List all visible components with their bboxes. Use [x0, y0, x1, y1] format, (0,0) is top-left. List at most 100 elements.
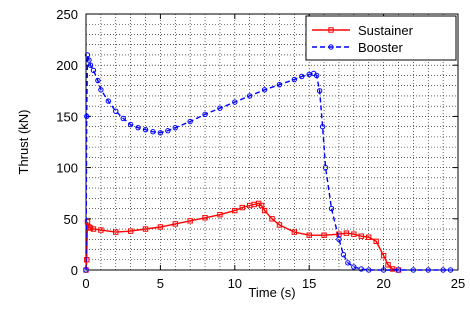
y-tick-label: 150: [56, 109, 78, 124]
data-point-booster: [322, 164, 329, 171]
data-point-booster: [447, 267, 454, 273]
data-point-booster: [202, 111, 208, 118]
legend: Sustainer Booster: [305, 15, 457, 61]
data-point-booster: [395, 267, 402, 273]
data-point-booster: [187, 118, 193, 125]
data-point-booster: [217, 105, 223, 111]
data-point-booster: [319, 123, 326, 130]
data-point-booster: [142, 127, 149, 133]
plot-area-frame: [85, 13, 459, 271]
data-point-sustainer: [373, 238, 379, 245]
data-point-booster: [380, 267, 387, 273]
data-point-booster: [261, 87, 268, 93]
y-tick-label: 0: [71, 263, 78, 278]
data-point-booster: [86, 57, 92, 63]
legend-label-booster: Booster: [358, 40, 403, 55]
data-point-sustainer: [258, 202, 265, 209]
legend-label-sustainer: Sustainer: [358, 23, 414, 38]
data-point-sustainer: [269, 216, 275, 222]
data-point-sustainer: [306, 232, 312, 238]
data-point-sustainer: [389, 266, 396, 272]
data-point-sustainer: [232, 207, 238, 214]
series-layer: [83, 52, 454, 273]
x-tick-label: 5: [157, 276, 164, 291]
y-axis-label: Thrust (kN): [16, 110, 31, 175]
x-tick-label: 0: [82, 276, 89, 291]
legend-marker-booster: [328, 44, 334, 50]
data-point-sustainer: [351, 231, 357, 237]
data-point-sustainer: [202, 215, 208, 221]
data-point-sustainer: [291, 229, 298, 235]
data-point-sustainer: [142, 226, 149, 232]
data-point-booster: [83, 267, 89, 273]
data-point-sustainer: [98, 227, 104, 233]
data-point-sustainer: [157, 224, 164, 230]
data-point-booster: [425, 267, 431, 273]
data-point-sustainer: [172, 221, 178, 227]
data-point-sustainer: [84, 219, 91, 225]
data-point-booster: [351, 264, 357, 270]
data-point-booster: [84, 113, 90, 120]
data-point-sustainer: [366, 234, 372, 240]
data-point-sustainer: [343, 230, 350, 236]
series-sustainer: [83, 200, 402, 273]
data-point-booster: [336, 236, 342, 242]
data-point-booster: [157, 130, 164, 136]
data-point-booster: [316, 88, 323, 94]
data-point-sustainer: [90, 226, 97, 232]
data-point-sustainer: [261, 207, 268, 214]
data-point-sustainer: [380, 252, 387, 259]
data-point-booster: [291, 76, 298, 83]
data-point-booster: [113, 108, 119, 114]
data-point-booster: [87, 62, 94, 68]
data-point-sustainer: [321, 232, 327, 238]
data-point-booster: [150, 129, 156, 135]
y-tick-label: 200: [56, 58, 78, 73]
data-point-booster: [246, 93, 253, 99]
data-point-sustainer: [385, 262, 391, 268]
data-point-booster: [410, 267, 417, 273]
data-point-sustainer: [239, 204, 245, 211]
data-point-booster: [366, 267, 372, 273]
data-point-booster: [440, 267, 446, 273]
data-point-booster: [328, 205, 335, 212]
data-point-booster: [313, 72, 320, 79]
data-point-booster: [84, 52, 91, 58]
data-point-sustainer: [127, 228, 134, 234]
data-point-booster: [299, 73, 305, 80]
series-line-sustainer: [85, 202, 399, 271]
data-point-booster: [135, 124, 141, 131]
data-point-sustainer: [358, 233, 364, 239]
x-axis-label: Time (s): [248, 285, 295, 300]
data-point-booster: [90, 67, 97, 74]
data-point-sustainer: [87, 225, 94, 231]
data-point-booster: [345, 260, 351, 266]
data-point-sustainer: [187, 218, 193, 224]
x-tick-label: 15: [302, 276, 316, 291]
y-tick-label: 250: [56, 7, 78, 22]
data-point-booster: [165, 128, 171, 134]
data-point-sustainer: [276, 222, 283, 228]
series-line-booster: [85, 54, 451, 271]
data-point-booster: [276, 81, 283, 88]
data-point-booster: [120, 115, 126, 122]
y-tick-label: 100: [56, 161, 78, 176]
x-tick-label: 10: [228, 276, 242, 291]
data-point-booster: [172, 124, 178, 131]
legend-item-sustainer: Sustainer: [312, 23, 414, 38]
series-booster: [83, 52, 454, 273]
data-point-sustainer: [113, 229, 119, 235]
data-point-booster: [105, 98, 112, 104]
y-tick-label: 50: [64, 212, 78, 227]
legend-marker-sustainer: [328, 27, 334, 33]
x-tick-label: 25: [451, 276, 465, 291]
data-point-booster: [98, 87, 104, 93]
data-point-sustainer: [217, 212, 223, 218]
x-tick-label: 20: [376, 276, 390, 291]
data-point-booster: [232, 99, 238, 105]
data-point-booster: [340, 251, 347, 258]
data-point-booster: [95, 77, 101, 84]
data-point-booster: [358, 266, 364, 272]
